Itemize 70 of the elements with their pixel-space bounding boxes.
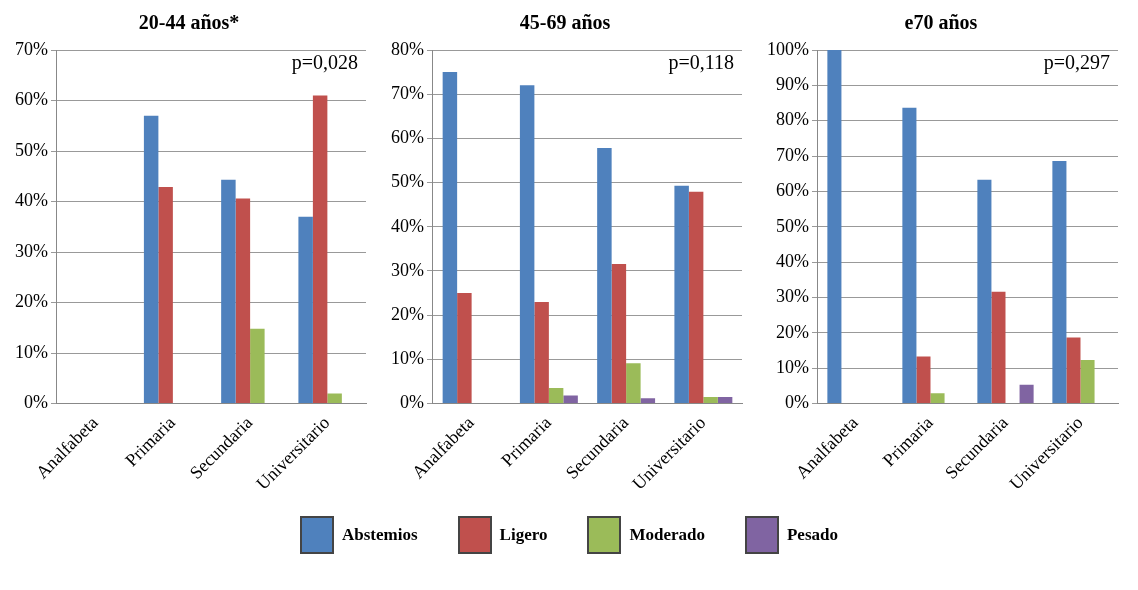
y-tick-label: 40% [14, 190, 48, 211]
annotation: p=0,028 [291, 51, 358, 75]
legend-label: Moderado [629, 525, 705, 545]
bar [235, 198, 251, 404]
bar [1019, 384, 1034, 404]
bar [991, 291, 1006, 404]
y-tick-label: 0% [23, 392, 48, 413]
y-tick-label: 80% [775, 109, 809, 130]
bar [674, 185, 689, 404]
annotation: p=0,297 [1043, 51, 1110, 75]
legend-label: Pesado [786, 525, 838, 545]
y-tick-label: 100% [766, 38, 809, 59]
bar [688, 191, 704, 404]
bar [158, 186, 173, 404]
bar [519, 85, 535, 404]
y-tick-label: 60% [775, 180, 809, 201]
bar [250, 328, 265, 404]
bar [902, 107, 917, 404]
y-tick-label: 40% [775, 250, 809, 271]
y-tick-label: 80% [390, 38, 424, 59]
legend-label: Abstemios [342, 525, 418, 545]
y-tick-label: 70% [390, 82, 424, 103]
bar [457, 293, 472, 404]
bar [563, 395, 578, 404]
y-tick-label: 30% [14, 240, 48, 261]
bar [327, 393, 342, 404]
y-tick-label: 50% [390, 171, 424, 192]
y-tick-label: 70% [14, 38, 48, 59]
y-tick-label: 50% [14, 139, 48, 160]
y-tick-label: 0% [784, 392, 809, 413]
y-tick-label: 20% [14, 291, 48, 312]
chart-title: 45-69 años [519, 11, 611, 34]
y-tick-label: 40% [390, 215, 424, 236]
bar [548, 388, 564, 404]
chart-title: e70 años [904, 11, 978, 34]
y-tick-label: 10% [775, 356, 809, 377]
y-tick-label: 30% [775, 286, 809, 307]
y-tick-label: 20% [390, 303, 424, 324]
y-tick-label: 50% [775, 215, 809, 236]
bar [597, 148, 612, 404]
bar [221, 179, 236, 404]
annotation: p=0,118 [668, 51, 734, 75]
bar [312, 95, 328, 404]
bar [717, 396, 733, 404]
y-tick-label: 60% [14, 89, 48, 110]
bar [827, 50, 842, 404]
y-tick-label: 20% [775, 321, 809, 342]
bar [930, 393, 945, 404]
bar [977, 179, 992, 404]
bar [1052, 161, 1067, 404]
bar [442, 72, 458, 404]
y-tick-label: 30% [390, 259, 424, 280]
bar [143, 115, 159, 404]
bar [298, 216, 313, 404]
y-tick-label: 0% [399, 392, 424, 413]
legend-label: Ligero [499, 525, 548, 545]
bar [611, 263, 627, 404]
bar [1080, 360, 1095, 404]
bar [640, 398, 656, 404]
y-tick-label: 10% [14, 341, 48, 362]
bar [703, 396, 718, 404]
y-tick-label: 90% [775, 74, 809, 95]
y-tick-label: 60% [390, 127, 424, 148]
bar [626, 363, 641, 404]
y-tick-label: 70% [775, 144, 809, 165]
bar [1066, 337, 1081, 404]
bar [534, 301, 549, 404]
bar [916, 356, 931, 404]
chart-title: 20-44 años* [138, 11, 240, 34]
y-tick-label: 10% [390, 348, 424, 369]
